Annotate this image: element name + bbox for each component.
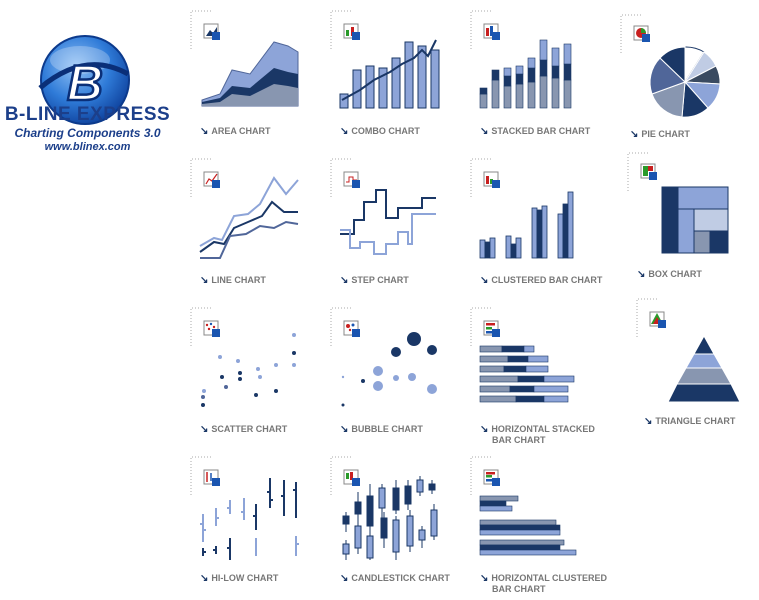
arrow-icon: ↘ (200, 424, 209, 435)
bubble-chart-icon (343, 320, 360, 337)
step-chart-thumbnail (340, 189, 436, 255)
chart-label[interactable]: SCATTER CHART (211, 424, 288, 434)
arrow-icon: ↘ (644, 416, 653, 427)
arrow-icon: ↘ (637, 269, 646, 280)
candlestick-chart-tile[interactable]: ↘ CANDLESTICK CHART (330, 456, 460, 590)
horizontal-clustered-bar-chart-tile[interactable]: ↘ HORIZONTAL CLUSTERED BAR CHART (470, 456, 610, 596)
svg-text:B: B (67, 55, 103, 111)
chart-label-line2[interactable]: BAR CHART (492, 435, 546, 445)
line-chart-tile[interactable]: ↘ LINE CHART (190, 158, 315, 288)
combo-chart-tile[interactable]: ↘ COMBO CHART (330, 10, 455, 140)
horizontal-stacked-bar-chart-icon (483, 320, 500, 337)
arrow-icon: ↘ (480, 573, 489, 584)
chart-label[interactable]: HI-LOW CHART (211, 573, 279, 583)
chart-label[interactable]: HORIZONTAL STACKED (491, 424, 595, 434)
chart-label[interactable]: HORIZONTAL CLUSTERED (491, 573, 608, 583)
arrow-icon: ↘ (480, 275, 489, 286)
scatter-chart-icon (203, 320, 220, 337)
stacked-bar-chart-icon (483, 23, 500, 40)
triangle-chart-tile[interactable]: ↘ TRIANGLE CHART (636, 298, 756, 438)
area-chart-tile[interactable]: ↘ AREA CHART (190, 10, 315, 140)
triangle-chart-icon (649, 311, 666, 328)
brand-subtitle: Charting Components 3.0 (14, 126, 161, 140)
combo-chart-thumbnail (339, 39, 440, 109)
box-chart-icon (640, 163, 657, 180)
chart-label[interactable]: LINE CHART (211, 275, 266, 285)
arrow-icon: ↘ (340, 275, 349, 286)
chart-label[interactable]: TRIANGLE CHART (655, 416, 736, 426)
stacked-bar-chart-tile[interactable]: ↘ STACKED BAR CHART (470, 10, 595, 140)
chart-label[interactable]: STEP CHART (351, 275, 409, 285)
chart-label[interactable]: CLUSTERED BAR CHART (491, 275, 603, 285)
arrow-icon: ↘ (200, 573, 209, 584)
arrow-icon: ↘ (340, 424, 349, 435)
arrow-icon: ↘ (340, 126, 349, 137)
bubble-chart-tile[interactable]: ↘ BUBBLE CHART (330, 307, 455, 437)
clustered-bar-chart-thumbnail (479, 191, 574, 259)
arrow-icon: ↘ (200, 126, 209, 137)
brand-url-link[interactable]: www.blinex.com (44, 141, 131, 153)
clustered-bar-chart-tile[interactable]: ↘ CLUSTERED BAR CHART (470, 158, 602, 288)
pie-chart-tile[interactable]: ↘ PIE CHART (620, 14, 745, 144)
chart-label[interactable]: STACKED BAR CHART (491, 126, 591, 136)
arrow-icon: ↘ (480, 126, 489, 137)
area-chart-thumbnail (201, 41, 299, 107)
pie-chart-thumbnail (649, 46, 721, 118)
combo-chart-icon (343, 23, 360, 40)
pie-chart-icon (633, 25, 650, 42)
chart-label[interactable]: BOX CHART (648, 269, 702, 279)
scatter-chart-tile[interactable]: ↘ SCATTER CHART (190, 307, 315, 437)
stacked-bar-chart-thumbnail (479, 39, 572, 109)
box-chart-thumbnail (661, 186, 729, 254)
horizontal-clustered-bar-chart-icon (483, 469, 500, 486)
chart-label[interactable]: CANDLESTICK CHART (351, 573, 450, 583)
scatter-chart-thumbnail (201, 333, 296, 407)
hi-low-chart-icon (203, 469, 220, 486)
triangle-chart-thumbnail (667, 334, 741, 403)
hi-low-chart-thumbnail (200, 478, 299, 560)
box-chart-tile[interactable]: ↘ BOX CHART (627, 152, 752, 282)
chart-label[interactable]: BUBBLE CHART (351, 424, 423, 434)
step-chart-tile[interactable]: ↘ STEP CHART (330, 158, 455, 288)
chart-label[interactable]: PIE CHART (641, 129, 690, 139)
hi-low-chart-tile[interactable]: ↘ HI-LOW CHART (190, 456, 315, 590)
line-chart-icon (203, 171, 220, 188)
arrow-icon: ↘ (200, 275, 209, 286)
b-line-logo: B (38, 35, 130, 125)
arrow-icon: ↘ (340, 573, 349, 584)
horizontal-clustered-bar-chart-thumbnail (479, 495, 577, 556)
bubble-chart-thumbnail (341, 332, 437, 407)
area-chart-icon (203, 23, 220, 40)
candlestick-chart-icon (343, 469, 360, 486)
step-chart-icon (343, 171, 360, 188)
arrow-icon: ↘ (480, 424, 489, 435)
chart-label[interactable]: COMBO CHART (351, 126, 420, 136)
brand-name: B-LINE EXPRESS (4, 104, 171, 125)
chart-label-line2[interactable]: BAR CHART (492, 584, 546, 594)
chart-label[interactable]: AREA CHART (211, 126, 271, 136)
clustered-bar-chart-icon (483, 171, 500, 188)
horizontal-stacked-bar-chart-thumbnail (479, 345, 575, 403)
arrow-icon: ↘ (630, 129, 639, 140)
line-chart-thumbnail (199, 176, 299, 259)
horizontal-stacked-bar-chart-tile[interactable]: ↘ HORIZONTAL STACKED BAR CHART (470, 307, 600, 447)
candlestick-chart-thumbnail (342, 476, 438, 560)
